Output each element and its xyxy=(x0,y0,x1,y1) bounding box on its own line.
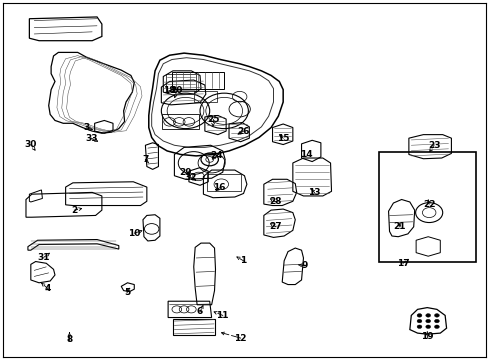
Text: 23: 23 xyxy=(427,141,439,150)
Text: 2: 2 xyxy=(71,206,77,215)
Circle shape xyxy=(434,319,438,323)
Text: 27: 27 xyxy=(269,222,282,231)
Bar xyxy=(172,72,224,89)
Text: 7: 7 xyxy=(142,155,148,164)
Text: 30: 30 xyxy=(24,140,37,149)
Circle shape xyxy=(434,325,438,329)
Bar xyxy=(193,91,217,102)
Circle shape xyxy=(416,325,421,329)
Text: 16: 16 xyxy=(213,183,225,192)
Text: 6: 6 xyxy=(197,307,203,316)
Circle shape xyxy=(434,314,438,317)
Text: 19: 19 xyxy=(420,332,433,341)
Text: 20: 20 xyxy=(170,86,183,95)
Bar xyxy=(162,114,198,129)
Circle shape xyxy=(416,319,421,323)
Circle shape xyxy=(425,314,430,317)
Bar xyxy=(206,174,240,192)
Text: 29: 29 xyxy=(179,168,191,177)
Text: 24: 24 xyxy=(210,152,223,161)
Circle shape xyxy=(425,325,430,329)
Circle shape xyxy=(416,314,421,317)
Text: 33: 33 xyxy=(85,134,97,143)
Text: 22: 22 xyxy=(422,199,434,208)
Text: 9: 9 xyxy=(301,261,307,270)
Text: 26: 26 xyxy=(237,127,249,136)
Text: 5: 5 xyxy=(123,288,130,297)
Text: 1: 1 xyxy=(240,256,246,265)
Text: 11: 11 xyxy=(216,311,228,320)
Text: 13: 13 xyxy=(308,188,320,197)
Text: 14: 14 xyxy=(300,150,312,159)
Text: 12: 12 xyxy=(234,334,246,343)
Text: 17: 17 xyxy=(396,259,408,268)
Text: 28: 28 xyxy=(269,198,282,207)
Text: 8: 8 xyxy=(66,335,73,344)
Text: 18: 18 xyxy=(163,86,176,95)
Text: 25: 25 xyxy=(206,114,219,123)
Text: 32: 32 xyxy=(183,173,196,182)
Text: 21: 21 xyxy=(392,222,405,231)
Text: 31: 31 xyxy=(38,253,50,262)
Bar xyxy=(166,74,196,91)
Text: 4: 4 xyxy=(44,284,51,293)
Text: 3: 3 xyxy=(83,123,89,132)
Bar xyxy=(378,152,475,262)
Circle shape xyxy=(425,319,430,323)
Text: 10: 10 xyxy=(128,229,140,238)
Text: 15: 15 xyxy=(276,134,289,143)
